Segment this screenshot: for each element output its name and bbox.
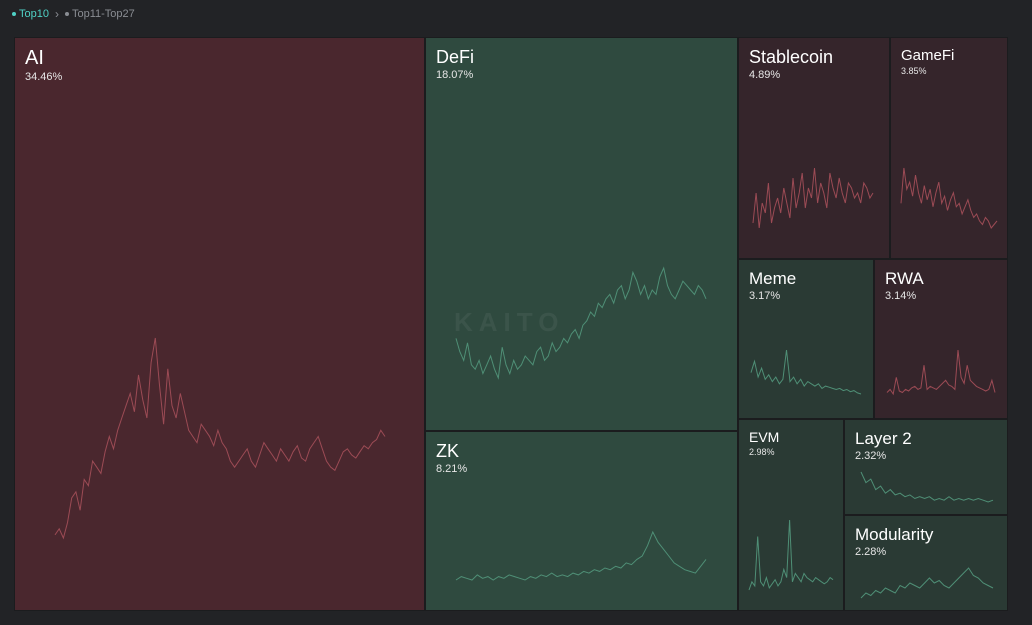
sparkline-path bbox=[752, 167, 874, 229]
tile-percentage: 3.85% bbox=[901, 66, 927, 76]
tile-percentage: 3.14% bbox=[885, 290, 917, 302]
sparkline-stablecoin bbox=[752, 167, 874, 229]
sparkline-ai bbox=[54, 337, 386, 540]
tile-rwa[interactable]: RWA 3.14% bbox=[874, 259, 1008, 419]
sparkline-layer-2 bbox=[860, 471, 994, 503]
tile-percentage: 2.98% bbox=[749, 447, 775, 457]
tile-defi[interactable]: DeFi 18.07% bbox=[425, 37, 738, 431]
tile-evm[interactable]: EVM 2.98% bbox=[738, 419, 844, 611]
tile-name: Meme bbox=[749, 269, 797, 288]
sparkline-path bbox=[860, 471, 994, 503]
sparkline-path bbox=[455, 530, 707, 581]
tile-meme[interactable]: Meme 3.17% bbox=[738, 259, 874, 419]
sparkline-rwa bbox=[886, 349, 996, 396]
tile-name: EVM bbox=[749, 429, 780, 445]
sector-treemap: Modularity 2.28% Layer 2 2.32% EVM 2.98% RWA 3.… bbox=[14, 37, 1008, 611]
sparkline-meme bbox=[750, 349, 862, 395]
tab-label: Top10 bbox=[19, 8, 49, 20]
tile-name: Stablecoin bbox=[749, 47, 834, 67]
tile-percentage: 2.28% bbox=[855, 546, 887, 558]
watermark: KAITO bbox=[454, 307, 565, 337]
sparkline-path bbox=[900, 167, 998, 229]
tile-layer-2[interactable]: Layer 2 2.32% bbox=[844, 419, 1008, 515]
tile-name: AI bbox=[25, 47, 44, 69]
tile-gamefi[interactable]: GameFi 3.85% bbox=[890, 37, 1008, 259]
sparkline-path bbox=[886, 349, 996, 396]
sparkline-path bbox=[860, 567, 994, 599]
sparkline-path bbox=[750, 349, 862, 395]
tile-name: DeFi bbox=[436, 47, 475, 67]
tile-zk[interactable]: ZK 8.21% bbox=[425, 431, 738, 611]
sparkline-evm bbox=[748, 519, 834, 591]
tile-ai[interactable]: AI 34.46% bbox=[14, 37, 425, 611]
active-dot-icon bbox=[12, 12, 16, 17]
tile-percentage: 8.21% bbox=[436, 463, 468, 475]
tile-percentage: 34.46% bbox=[25, 71, 63, 83]
tab-top11-top27[interactable]: Top11-Top27 bbox=[64, 8, 135, 20]
tab-bar: Top10 › Top11-Top27 bbox=[12, 6, 135, 22]
tile-percentage: 2.32% bbox=[855, 450, 887, 462]
tile-name: ZK bbox=[436, 441, 460, 461]
tile-name: Modularity bbox=[855, 525, 934, 544]
tile-stablecoin[interactable]: Stablecoin 4.89% bbox=[738, 37, 890, 259]
tab-label: Top11-Top27 bbox=[71, 8, 135, 20]
tile-percentage: 4.89% bbox=[749, 69, 781, 81]
tile-name: Layer 2 bbox=[855, 429, 912, 448]
sparkline-path bbox=[748, 519, 834, 591]
sparkline-modularity bbox=[860, 567, 994, 599]
tile-name: RWA bbox=[885, 269, 924, 288]
tab-top10[interactable]: Top10 bbox=[12, 8, 49, 20]
sparkline-zk bbox=[455, 530, 707, 581]
sparkline-defi bbox=[455, 266, 707, 380]
sparkline-path bbox=[54, 337, 386, 540]
sparkline-gamefi bbox=[900, 167, 998, 229]
chevron-right-icon: › bbox=[54, 7, 59, 21]
tile-percentage: 3.17% bbox=[749, 290, 781, 302]
tile-modularity[interactable]: Modularity 2.28% bbox=[844, 515, 1008, 611]
sparkline-path bbox=[455, 266, 707, 380]
tile-percentage: 18.07% bbox=[436, 69, 474, 81]
tile-name: GameFi bbox=[901, 47, 955, 64]
inactive-dot-icon bbox=[64, 12, 69, 17]
